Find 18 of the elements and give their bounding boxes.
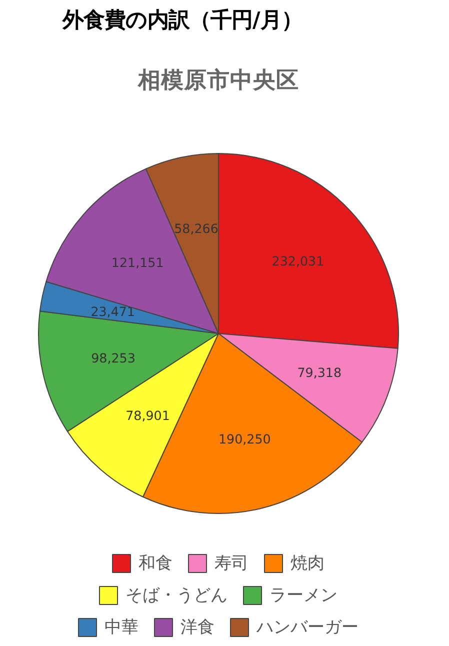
legend-label: ラーメン: [270, 586, 338, 606]
legend-label: 和食: [138, 554, 172, 574]
legend-label: そば・うどん: [126, 586, 228, 606]
data-label: 121,151: [111, 254, 164, 270]
legend-label: 中華: [104, 618, 138, 638]
chart-title: 外食費の内訳（千円/月）: [62, 8, 302, 33]
legend-label: 洋食: [180, 618, 214, 638]
data-label: 78,901: [126, 408, 170, 424]
data-label: 98,253: [91, 350, 136, 366]
data-label: 232,031: [272, 253, 324, 268]
data-label: 23,471: [90, 304, 135, 320]
legend-label: 焼肉: [290, 554, 324, 574]
data-label: 79,318: [297, 365, 342, 380]
data-label: 58,266: [174, 220, 218, 236]
data-label: 190,250: [218, 431, 271, 446]
legend-label: 寿司: [214, 554, 248, 574]
legend-label: ハンバーガー: [256, 618, 358, 638]
chart-subtitle: 相模原市中央区: [137, 66, 299, 94]
